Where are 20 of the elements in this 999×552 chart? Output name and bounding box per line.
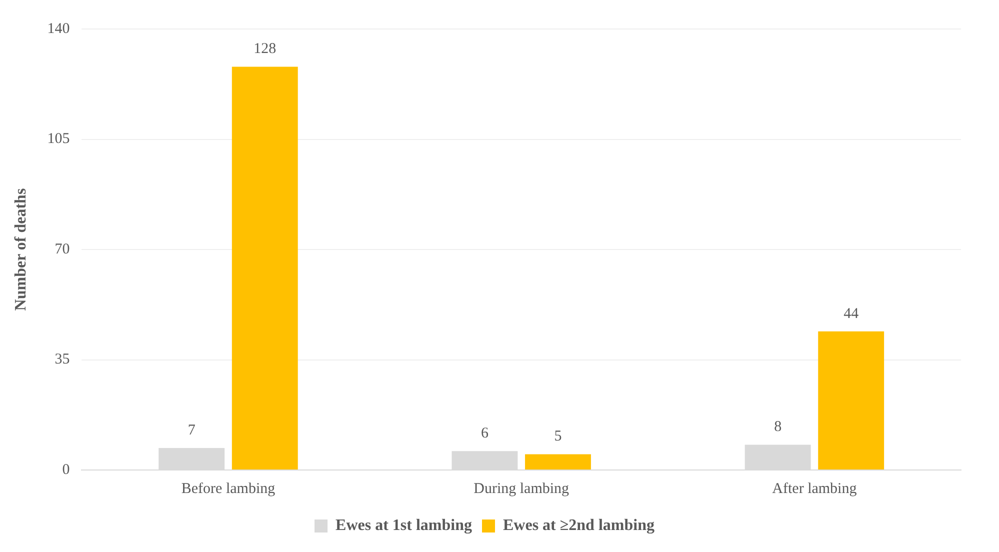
data-label: 5 <box>554 428 562 445</box>
x-tick-label: Before lambing <box>181 480 276 497</box>
data-label: 8 <box>774 419 782 436</box>
y-tick-label: 35 <box>54 352 70 368</box>
y-tick-label: 105 <box>47 131 70 148</box>
legend-label: Ewes at 1st lambing <box>336 517 472 534</box>
bar <box>525 454 591 470</box>
legend-label: Ewes at ≥2nd lambing <box>502 517 654 534</box>
y-axis-title: Number of deaths <box>12 188 30 311</box>
x-tick-label: During lambing <box>474 480 570 497</box>
y-tick-label: 70 <box>54 241 70 258</box>
y-tick-label: 0 <box>62 462 70 478</box>
data-label: 44 <box>844 306 860 322</box>
x-tick-label: After lambing <box>772 480 858 497</box>
data-label: 7 <box>188 422 196 438</box>
bar <box>232 66 298 470</box>
data-label: 6 <box>480 426 489 442</box>
y-tick-label: 140 <box>47 20 70 37</box>
bar <box>818 331 884 470</box>
data-label: 128 <box>254 41 276 58</box>
